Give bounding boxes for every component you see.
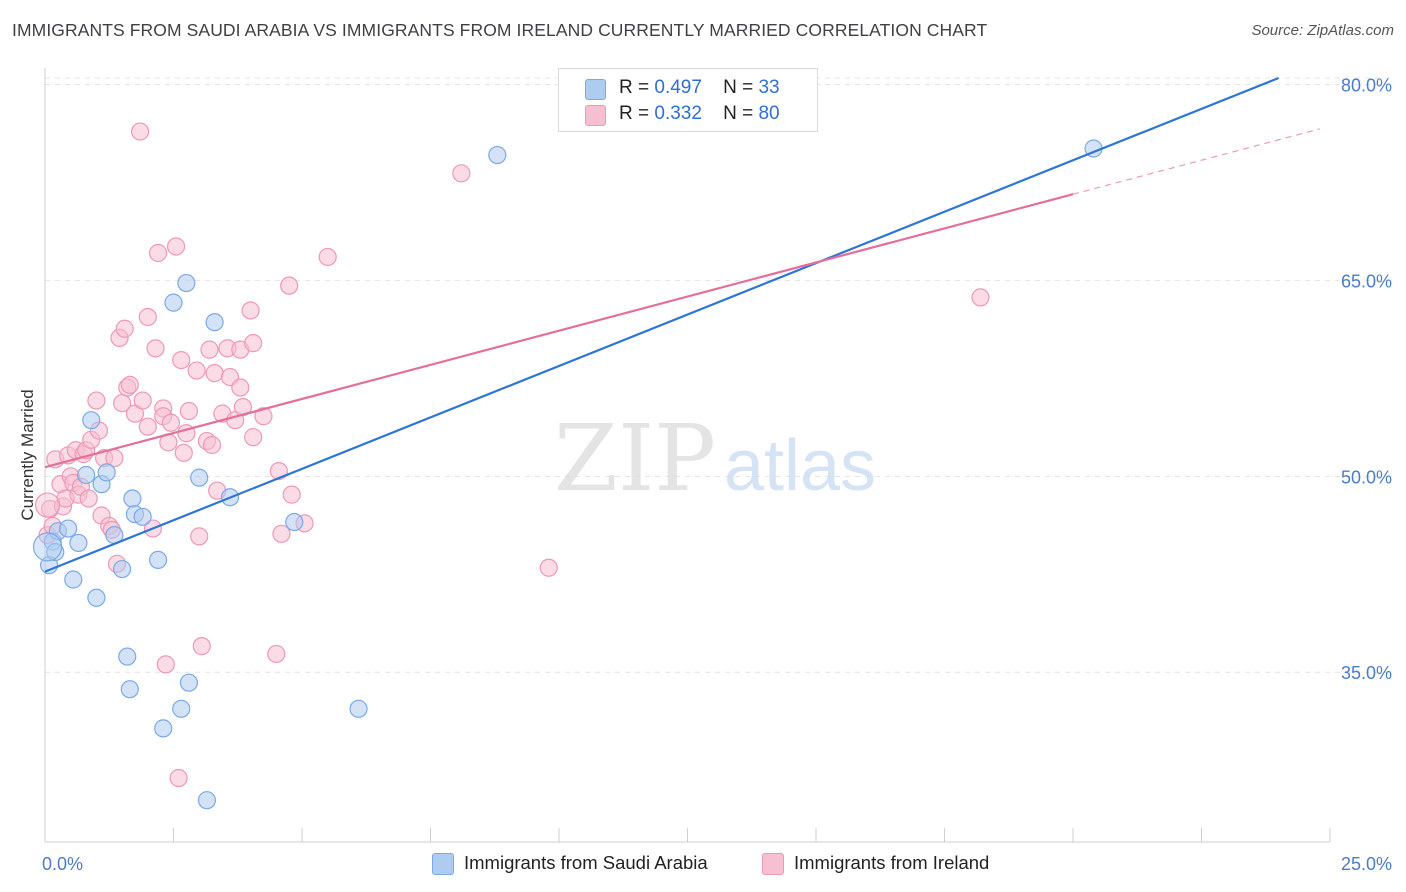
ireland-point (205, 364, 224, 383)
saudi-point (32, 532, 63, 562)
bottom-legend-label-saudi: Immigrants from Saudi Arabia (464, 852, 708, 873)
legend-n-label: N = (723, 77, 754, 98)
trend-lines (44, 76, 1320, 573)
y-tick-label: 65.0% (1341, 271, 1392, 291)
ireland-point (115, 319, 134, 338)
saudi-point (190, 468, 209, 487)
legend-n-value: 33 (758, 77, 780, 98)
ireland-point (241, 301, 260, 320)
y-tick-label: 35.0% (1341, 663, 1392, 683)
saudi-point (59, 519, 78, 538)
tick-labels: 35.0% 50.0% 65.0% 80.0% 0.0% 25.0% (42, 76, 1392, 874)
saudi-point (164, 293, 183, 312)
ireland-point (133, 391, 152, 410)
saudi-point (488, 145, 507, 165)
ireland-point (174, 443, 193, 462)
ireland-point (166, 237, 186, 256)
ireland-point (244, 334, 263, 353)
y-tick-label: 80.0% (1341, 76, 1392, 96)
ireland-point (192, 637, 211, 656)
ireland-trend-extension (1072, 128, 1320, 195)
legend-swatch-ireland (585, 105, 606, 126)
ireland-point (179, 401, 199, 421)
saudi-point (77, 465, 96, 485)
saudi-point (82, 411, 101, 430)
ireland-point (79, 489, 98, 508)
ireland-point (148, 243, 168, 263)
watermark-zip: ZIP (554, 405, 716, 512)
saudi-point (177, 273, 196, 293)
saudi-point (349, 699, 368, 718)
chart-title: IMMIGRANTS FROM SAUDI ARABIA VS IMMIGRAN… (12, 20, 988, 40)
ireland-point (87, 391, 106, 410)
ireland-point (138, 307, 157, 327)
saudi-point (172, 699, 191, 718)
ireland-point (971, 288, 990, 307)
bottom-legend-swatch-ireland (762, 853, 784, 875)
correlation-legend: R = 0.497 N = 33 R = 0.332 N = 80 (558, 68, 818, 132)
ireland-point (267, 644, 286, 664)
ireland-point (452, 164, 471, 183)
x-tick-label: 0.0% (42, 854, 83, 874)
ireland-point (280, 276, 299, 295)
grid-lines (45, 77, 1392, 673)
ireland-point (202, 435, 222, 455)
saudi-point (69, 533, 88, 553)
saudi-point (197, 791, 217, 810)
saudi-trend-line (44, 76, 1280, 573)
y-axis-label: Currently Married (18, 389, 37, 520)
saudi-point (205, 313, 224, 332)
saudi-point (123, 489, 142, 508)
ireland-point (190, 527, 209, 546)
saudi-point (285, 512, 304, 532)
saudi-point (148, 550, 168, 570)
ireland-point (200, 340, 219, 359)
saudi-point (133, 507, 152, 526)
ireland-trend-line (44, 193, 1074, 469)
legend-r-value: 0.332 (654, 103, 702, 124)
saudi-point (46, 542, 65, 562)
legend-swatch-saudi (585, 79, 606, 100)
ireland-point (282, 485, 301, 504)
ireland-point (161, 413, 181, 432)
saudi-point (87, 588, 106, 607)
saudi-point (97, 463, 116, 482)
y-tick-label: 50.0% (1341, 467, 1392, 487)
axes (44, 68, 1331, 843)
saudi-point (179, 673, 199, 692)
ireland-point (318, 247, 337, 267)
saudi-point (64, 570, 83, 589)
ireland-point (272, 524, 291, 543)
legend-r-label: R = (619, 103, 650, 124)
ireland-point (172, 350, 191, 370)
ireland-point (120, 375, 139, 395)
legend-n-label: N = (723, 103, 754, 124)
x-tick-label: 25.0% (1341, 854, 1392, 874)
ireland-point (146, 339, 165, 358)
ireland-point (138, 417, 157, 436)
bottom-legend-label-ireland: Immigrants from Ireland (794, 852, 990, 873)
saudi-point (120, 680, 139, 699)
saudi-point (118, 647, 137, 666)
legend-r-label: R = (619, 77, 650, 98)
ireland-point (244, 428, 263, 447)
legend-r-value: 0.497 (654, 77, 702, 98)
watermark-atlas: atlas (724, 426, 876, 506)
source-label: Source: ZipAtlas.com (1251, 22, 1394, 39)
ireland-point (130, 122, 150, 141)
saudi-points (32, 139, 1103, 810)
ireland-point (34, 492, 61, 518)
bottom-legend-swatch-saudi (432, 853, 454, 875)
ireland-point (231, 378, 250, 397)
ireland-point (254, 407, 273, 426)
ireland-point (187, 361, 206, 380)
saudi-point (154, 719, 173, 738)
watermark: ZIP atlas (554, 405, 876, 512)
ireland-point (156, 655, 175, 674)
saudi-point (112, 559, 132, 579)
ireland-point (539, 558, 558, 577)
legend-n-value: 80 (758, 103, 780, 124)
ireland-point (169, 768, 188, 788)
